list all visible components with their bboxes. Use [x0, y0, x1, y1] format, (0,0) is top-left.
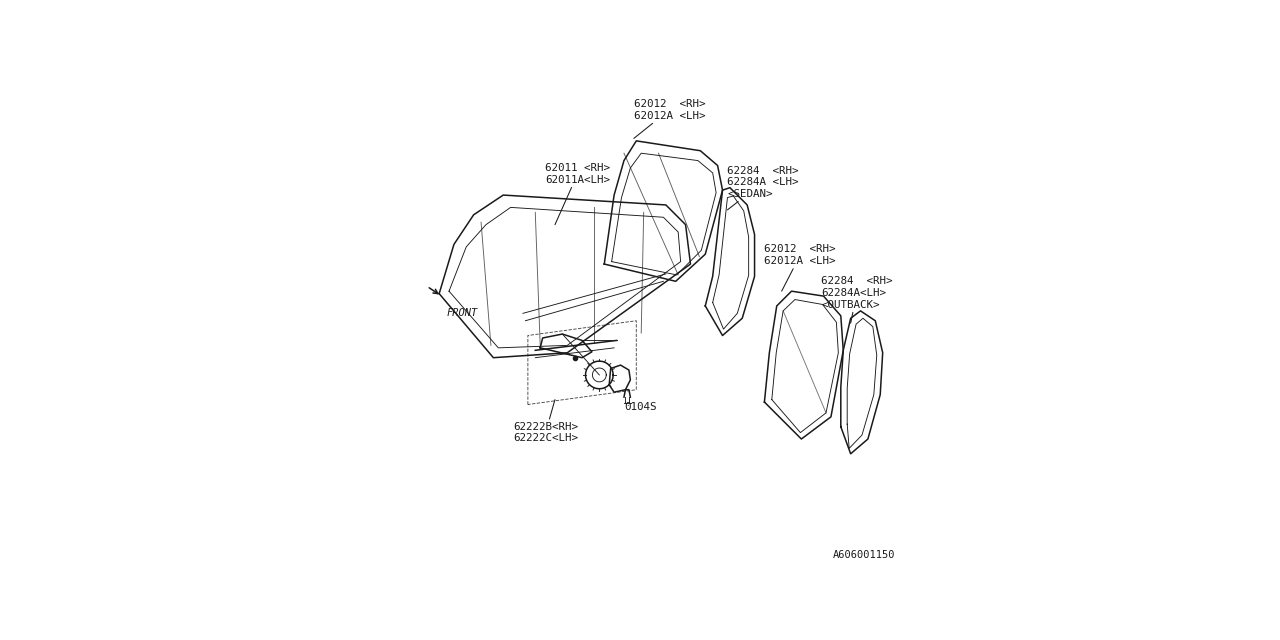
Text: 62284  <RH>
62284A <LH>
<SEDAN>: 62284 <RH> 62284A <LH> <SEDAN> — [727, 166, 799, 210]
Text: 0104S: 0104S — [623, 402, 657, 412]
Text: A606001150: A606001150 — [832, 550, 895, 560]
Text: 62012  <RH>
62012A <LH>: 62012 <RH> 62012A <LH> — [634, 99, 705, 138]
Text: 62222B<RH>
62222C<LH>: 62222B<RH> 62222C<LH> — [513, 399, 579, 444]
Text: 62012  <RH>
62012A <LH>: 62012 <RH> 62012A <LH> — [764, 244, 836, 291]
Text: 62011 <RH>
62011A<LH>: 62011 <RH> 62011A<LH> — [545, 163, 611, 225]
Text: 62284  <RH>
62284A<LH>
<OUTBACK>: 62284 <RH> 62284A<LH> <OUTBACK> — [820, 276, 892, 323]
Text: FRONT: FRONT — [447, 308, 477, 319]
